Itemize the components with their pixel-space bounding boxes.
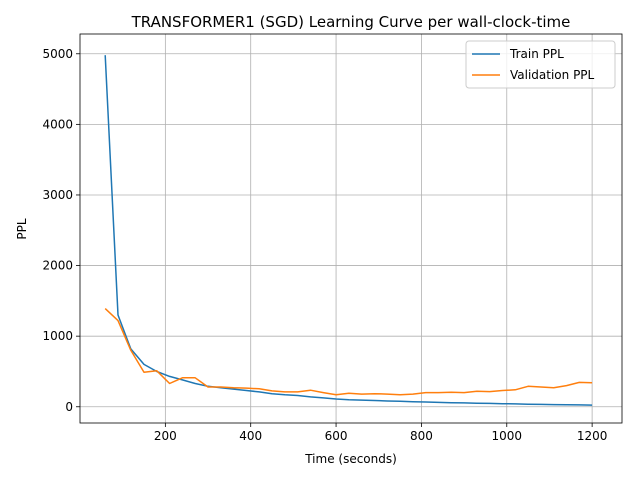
y-tick-label: 0 bbox=[65, 400, 73, 414]
grid bbox=[80, 34, 622, 423]
x-tick-label: 400 bbox=[239, 429, 262, 443]
y-axis-label: PPL bbox=[15, 218, 29, 239]
x-tick-label: 1200 bbox=[577, 429, 608, 443]
x-axis-label: Time (seconds) bbox=[304, 452, 397, 466]
x-tick-label: 1000 bbox=[491, 429, 522, 443]
y-axis-ticks: 0 1000 2000 3000 4000 5000 bbox=[42, 47, 80, 414]
legend: Train PPL Validation PPL bbox=[465, 40, 616, 89]
chart-title: TRANSFORMER1 (SGD) Learning Curve per wa… bbox=[131, 13, 571, 31]
legend-box bbox=[465, 40, 616, 89]
y-tick-label: 1000 bbox=[42, 329, 73, 343]
series-group bbox=[104, 55, 593, 406]
x-tick-label: 200 bbox=[154, 429, 177, 443]
series-line-train-ppl bbox=[104, 55, 593, 406]
series-line-validation-ppl bbox=[104, 308, 593, 396]
legend-label-validation-ppl: Validation PPL bbox=[510, 68, 595, 82]
x-tick-label: 800 bbox=[410, 429, 433, 443]
y-tick-label: 2000 bbox=[42, 259, 73, 273]
x-axis-ticks: 200 400 600 800 1000 1200 bbox=[154, 423, 607, 443]
plot-frame bbox=[79, 33, 623, 424]
legend-label-train-ppl: Train PPL bbox=[509, 47, 564, 61]
x-tick-label: 600 bbox=[325, 429, 348, 443]
y-tick-label: 3000 bbox=[42, 188, 73, 202]
y-tick-label: 5000 bbox=[42, 47, 73, 61]
y-tick-label: 4000 bbox=[42, 117, 73, 131]
